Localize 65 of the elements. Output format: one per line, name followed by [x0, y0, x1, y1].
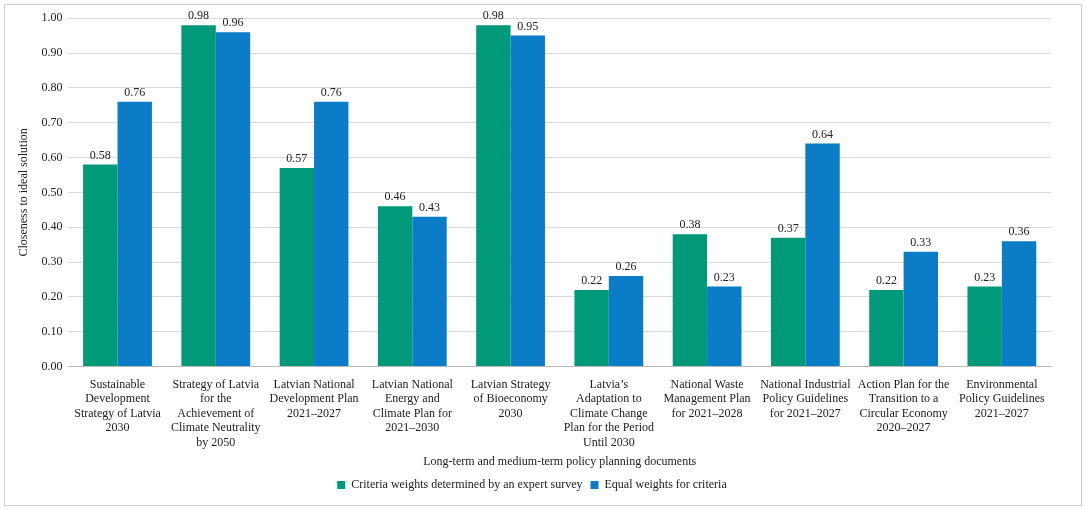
x-tick-label: Latvian National Development Plan 2021–2027	[269, 376, 359, 420]
data-label: 0.38	[679, 217, 701, 232]
y-tick-label: 0.40	[41, 219, 63, 234]
x-tick-label: Latvian National Energy and Climate Plan for 2021–2030	[371, 376, 454, 435]
bar	[574, 289, 609, 367]
data-label: 0.98	[482, 8, 504, 23]
bar	[215, 32, 251, 367]
x-tick-label: Environmental Policy Guidelines 2021–2027	[959, 376, 1046, 420]
data-label: 0.96	[222, 15, 244, 30]
data-label: 0.95	[517, 18, 539, 33]
bar	[608, 276, 644, 367]
data-label: 0.64	[812, 126, 834, 141]
bar	[672, 234, 708, 367]
y-tick-label: 0.80	[41, 80, 63, 95]
bar	[510, 35, 545, 367]
legend-label: Equal weights for criteria	[604, 477, 728, 492]
y-tick-label: 0.30	[41, 254, 63, 269]
y-tick-label: 0.70	[41, 114, 63, 129]
x-tick-label: Strategy of Latvia for the Achievement of Climate Neutrality by 2050	[170, 376, 261, 449]
x-tick-label: Latvia’s Adaptation to Climate Change Plan for the Period Until 2030	[563, 376, 654, 449]
y-tick-label: 1.00	[41, 10, 63, 25]
bar	[412, 216, 447, 367]
bar	[707, 286, 742, 367]
bar	[181, 25, 216, 367]
x-tick-label: Latvian Strategy of Bioeconomy 2030	[470, 376, 551, 420]
data-label: 0.23	[974, 269, 996, 284]
data-label: 0.98	[188, 8, 210, 23]
y-tick-label: 0.50	[41, 184, 63, 199]
bar	[967, 286, 1002, 367]
x-tick-label: National Industrial Policy Guidelines for 2021–2027	[760, 376, 852, 420]
y-tick-label: 0.10	[41, 323, 63, 338]
x-axis-title: Long-term and medium-term policy planning documents	[423, 453, 697, 468]
y-tick-label: 0.00	[41, 358, 63, 373]
data-label: 0.26	[615, 259, 637, 274]
bar	[869, 289, 904, 367]
bar	[117, 101, 152, 367]
x-tick-label: National Waste Management Plan for 2021–2028	[663, 376, 751, 420]
data-label: 0.36	[1008, 224, 1030, 239]
y-tick-label: 0.60	[41, 149, 63, 164]
bar	[903, 251, 938, 367]
y-axis-title: Closeness to ideal solution	[16, 128, 31, 257]
data-label: 0.33	[910, 234, 932, 249]
data-label: 0.43	[419, 199, 441, 214]
data-label: 0.58	[89, 147, 111, 162]
bar	[1001, 241, 1037, 367]
x-tick-label: Action Plan for the Transition to a Circular Economy 2020–2027	[857, 376, 950, 435]
bar	[314, 101, 349, 367]
bar	[83, 164, 118, 367]
data-label: 0.46	[384, 189, 406, 204]
y-tick-label: 0.20	[41, 289, 63, 304]
data-label: 0.57	[286, 151, 308, 166]
bar	[279, 168, 315, 367]
data-label: 0.76	[124, 84, 146, 99]
bar	[770, 237, 806, 367]
data-label: 0.22	[581, 273, 603, 288]
x-tick-label: Sustainable Development Strategy of Latvia 2030	[74, 376, 162, 435]
data-label: 0.22	[875, 273, 897, 288]
data-label: 0.76	[320, 84, 342, 99]
y-tick-label: 0.90	[41, 45, 63, 60]
legend-label: Criteria weights determined by an expert survey	[351, 477, 583, 492]
bar	[377, 206, 413, 367]
bar	[805, 143, 840, 367]
bar	[476, 25, 511, 367]
data-label: 0.37	[777, 220, 799, 235]
data-label: 0.23	[713, 269, 735, 284]
